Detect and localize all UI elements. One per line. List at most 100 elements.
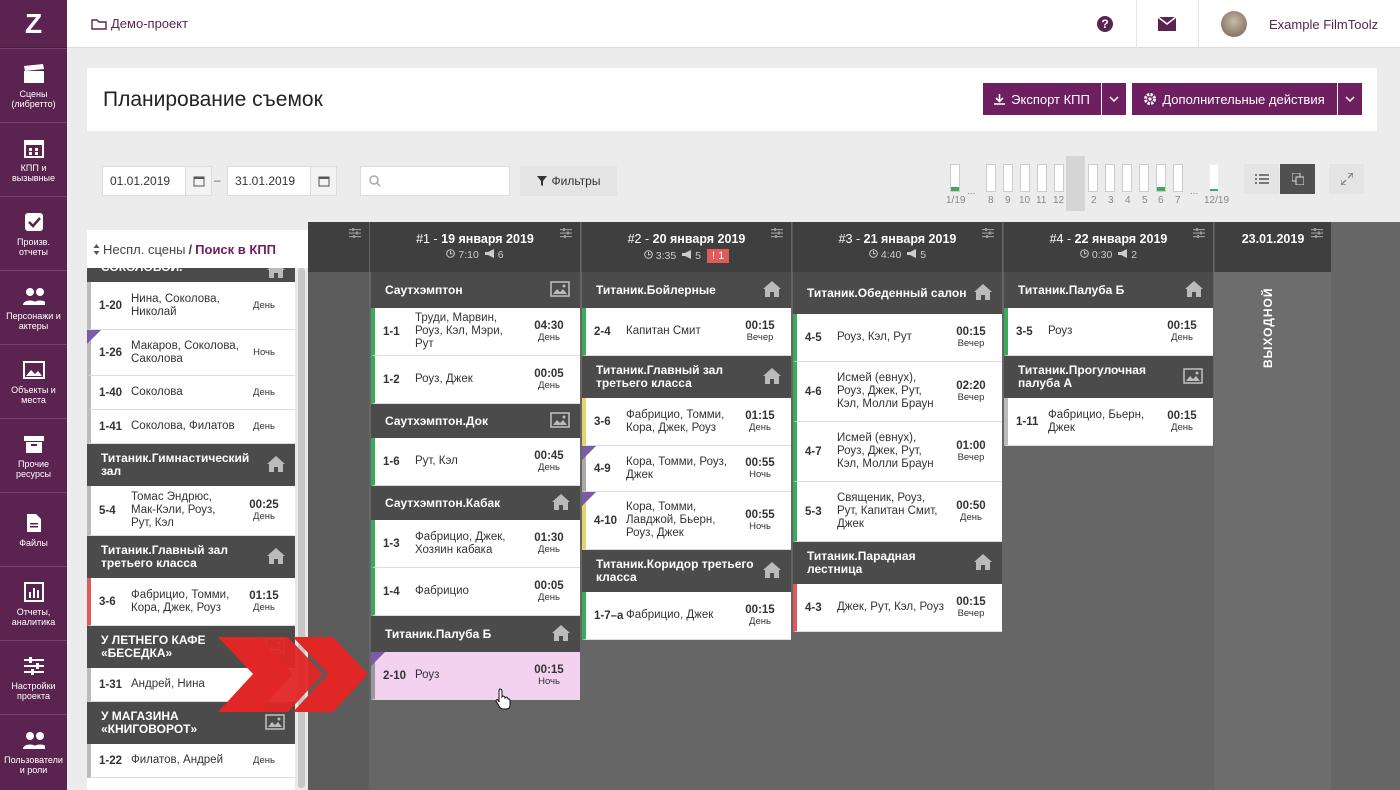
scene-cast: Андрей, Нина	[131, 678, 205, 690]
nav-files[interactable]: Файлы	[0, 492, 67, 566]
scene-card[interactable]: 5-3 Священик, Роуз, Рут, Капитан Смит, Дж…	[793, 482, 1002, 542]
minimap-day[interactable]	[1054, 164, 1064, 192]
sliders-icon[interactable]	[771, 228, 783, 238]
panel-header: Неспл. сцены / Поиск в КПП	[87, 230, 308, 268]
scene-card[interactable]: 3-6 Фабрицио, Томми, Кора, Джек, Роуз 01:1…	[87, 578, 295, 626]
date-to-field[interactable]: 31.01.2019	[227, 166, 337, 196]
minimap-day[interactable]	[1156, 164, 1166, 192]
sliders-icon[interactable]	[1311, 228, 1323, 238]
minimap-day[interactable]	[1173, 164, 1183, 192]
day-header[interactable]: #2 - 20 января 2019 3:35 5! 1	[581, 222, 791, 272]
scene-card[interactable]: 1-4 Фабрицио 00:05 День	[371, 568, 580, 616]
export-dropdown-button[interactable]	[1102, 83, 1126, 115]
filters-button[interactable]: Фильтры	[520, 166, 617, 196]
minimap-day[interactable]	[1139, 164, 1149, 192]
scene-card[interactable]: 1-40 Соколова День	[87, 376, 295, 410]
scene-card[interactable]: 1-6 Рут, Кэл 00:45 День	[371, 438, 580, 486]
sort-icon[interactable]	[93, 243, 100, 255]
scene-card[interactable]: 4-10 Кора, Томми, Лавджой, Бьерн, Роуз, Д…	[582, 492, 791, 550]
scene-card[interactable]: 2-10 Роуз 00:15 Ночь	[371, 652, 580, 700]
sliders-icon[interactable]	[1193, 228, 1205, 238]
minimap-day[interactable]	[950, 164, 960, 192]
more-actions-button[interactable]: Дополнительные действия	[1132, 83, 1337, 115]
scene-card[interactable]: 4-9 Кора, Томми, Роуз, Джек 00:55 Ночь	[582, 446, 791, 492]
minimap-day[interactable]	[1209, 164, 1219, 192]
scene-card[interactable]: 2-4 Капитан Смит 00:15 Вечер	[582, 308, 791, 356]
help-button[interactable]: ?	[1075, 0, 1135, 48]
scene-card[interactable]: 1-41 Соколова, Филатов День	[87, 410, 295, 444]
home-icon	[267, 456, 285, 472]
warning-badge[interactable]: ! 1	[706, 249, 730, 263]
day-header[interactable]: #1 - 19 января 2019 7:10 6	[370, 222, 580, 272]
nav-resources[interactable]: Прочие ресурсы	[0, 418, 67, 492]
scene-card[interactable]: 4-3 Джек, Рут, Кэл, Роуз 00:15 Вечер	[793, 584, 1002, 632]
scene-card[interactable]: 3-5 Роуз 00:15 День	[1004, 308, 1213, 356]
scene-duration: 00:15 Вечер	[745, 319, 775, 343]
fullscreen-button[interactable]	[1329, 164, 1364, 194]
scene-duration: День	[253, 387, 275, 398]
scene-card[interactable]: 1-3 Фабрицио, Джек, Хозяин кабака 01:30 Ден…	[371, 520, 580, 568]
date-from-field[interactable]: 01.01.2019	[102, 166, 212, 196]
day-header[interactable]: 23.01.2019	[1214, 222, 1331, 272]
minimap-day[interactable]	[1122, 164, 1132, 192]
calendar-icon[interactable]	[310, 167, 336, 195]
scene-card[interactable]: 4-5 Роуз, Кэл, Рут 00:15 Вечер	[793, 314, 1002, 362]
minimap-label: 12/19	[1204, 195, 1230, 206]
scene-card[interactable]: 4-7 Исмей (евнух), Роуз, Джек, Рут, Кэл, …	[793, 422, 1002, 482]
scene-card[interactable]: 3-6 Фабрицио, Томми, Кора, Джек, Роуз 01:1…	[582, 398, 791, 446]
unplaced-scenes-tab[interactable]: Неспл. сцены	[103, 241, 186, 257]
messages-button[interactable]	[1136, 0, 1196, 48]
scene-card[interactable]: 1-20 Нина, Соколова, Николай День	[87, 282, 295, 330]
actions-dropdown-button[interactable]	[1338, 83, 1362, 115]
minimap-day[interactable]	[1105, 164, 1115, 192]
sliders-icon[interactable]	[349, 228, 361, 238]
export-kpp-button[interactable]: Экспорт КПП	[983, 83, 1101, 115]
scene-card[interactable]: 1-26 Макаров, Соколова, Саколова Ночь	[87, 330, 295, 376]
day-header[interactable]: #3 - 21 января 2019 4:40 5	[792, 222, 1002, 272]
download-icon	[994, 93, 1006, 105]
nav-reports[interactable]: Произв. отчеты	[0, 196, 67, 270]
scene-card[interactable]: 1-22 Филатов, Андрей День	[87, 744, 295, 778]
clock-icon	[644, 250, 653, 259]
project-breadcrumb[interactable]: Демо-проект	[91, 16, 188, 31]
sliders-icon[interactable]	[560, 228, 572, 238]
nav-kpp[interactable]: КПП и вызывные	[0, 122, 67, 196]
user-menu[interactable]: Example FilmToolz	[1198, 0, 1400, 48]
scene-card[interactable]: 1-2 Роуз, Джек 00:05 День	[371, 356, 580, 404]
nav-objects[interactable]: Объекты и места	[0, 344, 67, 418]
scene-card[interactable]: 5-4 Томас Эндрюс, Мак-Кэли, Роуз, Рут, Кэ…	[87, 486, 295, 536]
minimap-day[interactable]	[1020, 164, 1030, 192]
nav-settings[interactable]: Настройки проекта	[0, 640, 67, 714]
minimap-day[interactable]	[1003, 164, 1013, 192]
scene-card[interactable]: 4-6 Исмей (евнух), Роуз, Джек, Рут, Кэл, …	[793, 362, 1002, 422]
scene-duration: 01:30 День	[534, 531, 564, 555]
calendar-icon[interactable]	[185, 167, 211, 195]
scene-cast: Капитан Смит	[626, 325, 701, 337]
scene-card[interactable]: 1-11 Фабрицио, Бьерн, Джек 00:15 День	[1004, 398, 1213, 446]
scene-cast: Томас Эндрюс, Мак-Кэли, Роуз, Рут, Кэл	[131, 491, 216, 529]
minimap-label: 2	[1091, 195, 1097, 206]
nav-analytics[interactable]: Отчеты, аналитика	[0, 566, 67, 640]
gear-icon	[1144, 93, 1157, 105]
location-header: Титаник.Палуба Б	[371, 616, 580, 652]
hand-cursor-icon	[495, 688, 511, 710]
nav-scenes[interactable]: Сцены (либретто)	[0, 48, 67, 122]
search-input[interactable]	[360, 166, 510, 196]
minimap-day[interactable]	[986, 164, 996, 192]
minimap-day[interactable]	[1088, 164, 1098, 192]
minimap-day[interactable]	[1037, 164, 1047, 192]
scene-card[interactable]: 1-7–а Фабрицио, Джек 00:15 День	[582, 592, 791, 640]
sliders-icon[interactable]	[982, 228, 994, 238]
day-header[interactable]: #4 - 22 января 2019 0:30 2	[1003, 222, 1213, 272]
nav-characters[interactable]: Персонажи и актеры	[0, 270, 67, 344]
app-logo[interactable]: Z	[0, 0, 67, 48]
nav-users[interactable]: Пользователи и роли	[0, 714, 67, 788]
scene-card[interactable]: 1-1 Труди, Марвин, Роуз, Кэл, Мэри, Рут 04…	[371, 308, 580, 356]
search-kpp-tab[interactable]: Поиск в КПП	[195, 241, 277, 257]
scene-duration: 00:05 День	[534, 367, 564, 391]
list-view-button[interactable]	[1244, 164, 1279, 194]
location-header: Саутхэмптон.Кабак	[371, 486, 580, 520]
board-view-button[interactable]	[1280, 164, 1315, 194]
scene-number: 3-6	[594, 415, 611, 428]
flag-icon	[582, 492, 596, 506]
